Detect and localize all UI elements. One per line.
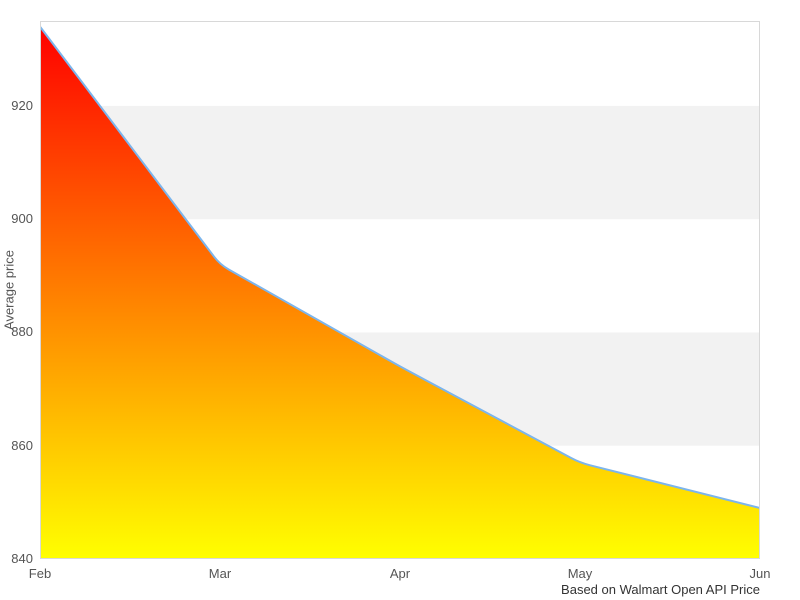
x-tick-label: Mar [208, 566, 232, 581]
y-tick-label: 840 [11, 551, 33, 566]
x-tick-label: May [567, 566, 593, 581]
area-series-fill [40, 26, 760, 560]
plot-border [40, 21, 760, 559]
y-tick-label: 880 [11, 324, 33, 340]
plot-area [39, 21, 761, 560]
x-tick-label: Feb [28, 566, 52, 581]
area-series-line [39, 26, 761, 510]
y-axis-title: Average price [1, 250, 17, 330]
chart-caption: Based on Walmart Open API Price [561, 582, 760, 597]
y-tick-label: 900 [11, 211, 33, 227]
y-tick-label: 860 [11, 437, 33, 453]
x-tick-label: Jun [749, 566, 771, 581]
x-tick-label: Apr [389, 566, 411, 581]
y-tick-label: 920 [11, 97, 33, 113]
